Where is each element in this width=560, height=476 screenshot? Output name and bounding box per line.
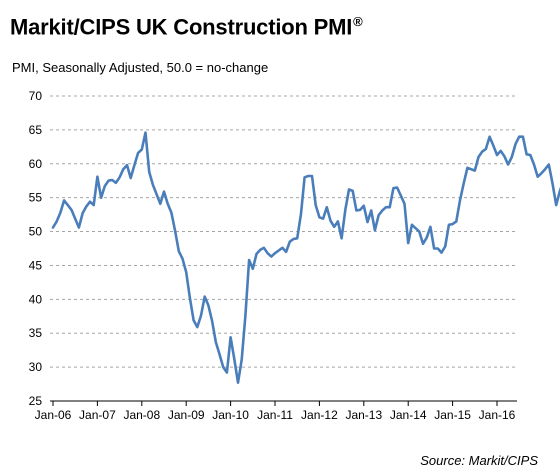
x-tick-label: Jan-09 [168,408,205,422]
y-tick-label: 45 [29,258,43,272]
x-tick-label: Jan-16 [479,408,516,422]
source-note: Source: Markit/CIPS [420,453,538,468]
chart-subtitle: PMI, Seasonally Adjusted, 50.0 = no-chan… [12,60,269,75]
x-tick-label: Jan-13 [345,408,382,422]
x-axis [50,400,517,406]
x-tick-label: Jan-10 [212,408,249,422]
x-tick-label: Jan-06 [35,408,72,422]
y-tick-label: 65 [29,123,43,137]
pmi-series-line [51,131,560,385]
y-tick-label: 40 [29,292,43,306]
registered-mark: ® [353,14,363,29]
y-tick-label: 50 [29,225,43,239]
series-layer [51,131,560,385]
x-tick-label: Jan-15 [434,408,471,422]
x-tick-label: Jan-14 [390,408,427,422]
y-axis-tick-labels: 25 30 35 40 45 50 55 60 65 70 [29,89,43,408]
y-tick-label: 55 [29,191,43,205]
y-tick-label: 70 [29,89,43,103]
y-tick-label: 35 [29,326,43,340]
chart-title: Markit/CIPS UK Construction PMI® [10,14,363,40]
y-tick-label: 60 [29,157,43,171]
x-tick-label: Jan-11 [257,408,293,422]
chart-title-text: Markit/CIPS UK Construction PMI [10,14,353,40]
x-tick-label: Jan-08 [123,408,160,422]
x-tick-label: Jan-07 [79,408,116,422]
x-axis-tick-labels: Jan-06 Jan-07 Jan-08 Jan-09 Jan-10 Jan-11 Jan-… [35,408,516,422]
y-tick-label: 25 [29,394,43,408]
x-tick-label: Jan-12 [301,408,338,422]
y-tick-label: 30 [29,360,43,374]
